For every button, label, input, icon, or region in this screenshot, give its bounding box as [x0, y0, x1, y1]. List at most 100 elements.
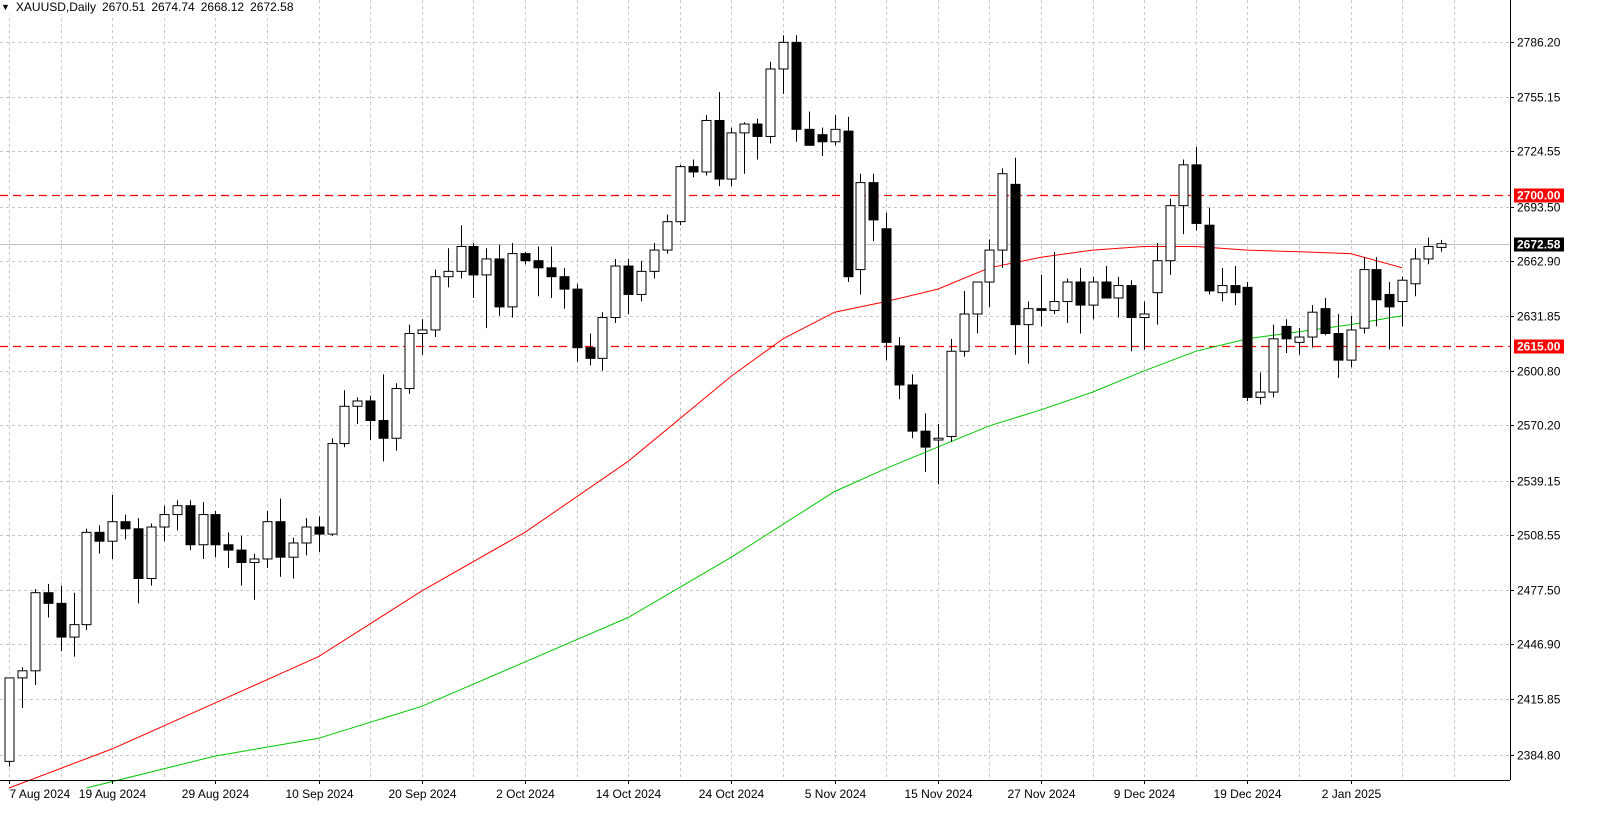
- candle[interactable]: [559, 267, 570, 309]
- candle[interactable]: [236, 535, 247, 586]
- candle[interactable]: [881, 212, 892, 361]
- candle[interactable]: [623, 258, 634, 314]
- candle[interactable]: [507, 242, 518, 318]
- candle[interactable]: [1010, 157, 1021, 355]
- candle[interactable]: [1088, 276, 1099, 320]
- candle[interactable]: [597, 312, 608, 371]
- candle[interactable]: [69, 592, 80, 657]
- candle[interactable]: [585, 333, 596, 366]
- candle[interactable]: [4, 677, 15, 767]
- candle[interactable]: [1307, 305, 1318, 348]
- candle[interactable]: [1320, 297, 1331, 336]
- candle[interactable]: [1101, 266, 1112, 299]
- candle[interactable]: [1075, 267, 1086, 334]
- candle[interactable]: [301, 518, 312, 556]
- candle[interactable]: [1178, 159, 1189, 235]
- candle[interactable]: [185, 500, 196, 551]
- candle[interactable]: [791, 35, 802, 142]
- candle[interactable]: [56, 585, 67, 652]
- candle[interactable]: [378, 374, 389, 462]
- candle[interactable]: [649, 242, 660, 279]
- candle[interactable]: [339, 390, 350, 448]
- candle[interactable]: [17, 667, 28, 709]
- candle[interactable]: [739, 122, 750, 174]
- candle[interactable]: [765, 61, 776, 144]
- candle[interactable]: [1281, 319, 1292, 354]
- candle[interactable]: [443, 248, 454, 288]
- dropdown-triangle-icon[interactable]: ▼: [1, 2, 10, 12]
- candle[interactable]: [946, 338, 957, 442]
- candle[interactable]: [1062, 278, 1073, 323]
- candle[interactable]: [133, 518, 144, 604]
- candle[interactable]: [94, 525, 105, 554]
- candle[interactable]: [972, 281, 983, 334]
- candle[interactable]: [1384, 282, 1395, 350]
- candle[interactable]: [701, 115, 712, 176]
- candle[interactable]: [107, 495, 118, 559]
- candle[interactable]: [1294, 328, 1305, 355]
- candle[interactable]: [894, 337, 905, 400]
- candle[interactable]: [1346, 315, 1357, 368]
- candle[interactable]: [468, 242, 479, 298]
- candle[interactable]: [1152, 242, 1163, 325]
- candle[interactable]: [726, 127, 737, 187]
- candle[interactable]: [1023, 301, 1034, 364]
- candle[interactable]: [81, 528, 92, 630]
- candle[interactable]: [843, 116, 854, 283]
- candle[interactable]: [275, 498, 286, 577]
- candle[interactable]: [675, 164, 686, 226]
- candle[interactable]: [327, 438, 338, 536]
- candle[interactable]: [1036, 274, 1047, 327]
- candle[interactable]: [1230, 266, 1241, 306]
- candle[interactable]: [430, 269, 441, 338]
- candle[interactable]: [1333, 313, 1344, 378]
- candle[interactable]: [262, 511, 273, 568]
- candle[interactable]: [1191, 147, 1202, 231]
- candle[interactable]: [1359, 257, 1370, 334]
- candle[interactable]: [1139, 301, 1150, 350]
- candle[interactable]: [456, 225, 467, 279]
- candle[interactable]: [1268, 324, 1279, 398]
- candle[interactable]: [907, 374, 918, 439]
- candle[interactable]: [365, 395, 376, 441]
- candle[interactable]: [352, 397, 363, 425]
- candle[interactable]: [1126, 280, 1137, 352]
- candle[interactable]: [30, 589, 41, 686]
- candle[interactable]: [1165, 198, 1176, 275]
- candle[interactable]: [610, 258, 621, 323]
- candle[interactable]: [481, 248, 492, 329]
- candle[interactable]: [662, 214, 673, 254]
- candle[interactable]: [288, 537, 299, 579]
- candle[interactable]: [1217, 267, 1228, 302]
- candle[interactable]: [920, 413, 931, 472]
- candle[interactable]: [804, 111, 815, 146]
- candle[interactable]: [817, 127, 828, 156]
- candle[interactable]: [752, 118, 763, 160]
- candle[interactable]: [1049, 251, 1060, 314]
- candle[interactable]: [404, 324, 415, 394]
- candle[interactable]: [146, 523, 157, 586]
- candle[interactable]: [778, 35, 789, 94]
- candle[interactable]: [1371, 257, 1382, 327]
- candle[interactable]: [159, 505, 170, 542]
- candle[interactable]: [959, 290, 970, 357]
- candle[interactable]: [120, 514, 131, 540]
- candle[interactable]: [855, 173, 866, 295]
- candle[interactable]: [172, 500, 183, 531]
- candle[interactable]: [1113, 276, 1124, 318]
- candle[interactable]: [997, 168, 1008, 268]
- candle[interactable]: [1204, 207, 1215, 295]
- candle[interactable]: [417, 319, 428, 355]
- candle[interactable]: [636, 260, 647, 302]
- candle[interactable]: [223, 532, 234, 568]
- candle[interactable]: [714, 92, 725, 187]
- candle[interactable]: [494, 244, 505, 316]
- candle[interactable]: [533, 246, 544, 297]
- candle[interactable]: [391, 383, 402, 451]
- candle[interactable]: [984, 239, 995, 307]
- candle[interactable]: [43, 583, 54, 618]
- candle[interactable]: [314, 516, 325, 552]
- candle[interactable]: [546, 246, 557, 298]
- candle[interactable]: [1397, 276, 1408, 327]
